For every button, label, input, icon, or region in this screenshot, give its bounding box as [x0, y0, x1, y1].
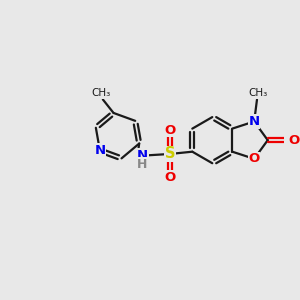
- Text: CH₃: CH₃: [248, 88, 267, 98]
- Text: CH₃: CH₃: [91, 88, 110, 98]
- Text: O: O: [289, 134, 300, 147]
- Text: N: N: [249, 115, 260, 128]
- Text: O: O: [249, 152, 260, 165]
- Text: N: N: [94, 144, 105, 157]
- Text: O: O: [165, 124, 176, 137]
- Text: H: H: [137, 158, 148, 171]
- Text: S: S: [165, 146, 176, 161]
- Text: O: O: [165, 171, 176, 184]
- Text: N: N: [137, 149, 148, 162]
